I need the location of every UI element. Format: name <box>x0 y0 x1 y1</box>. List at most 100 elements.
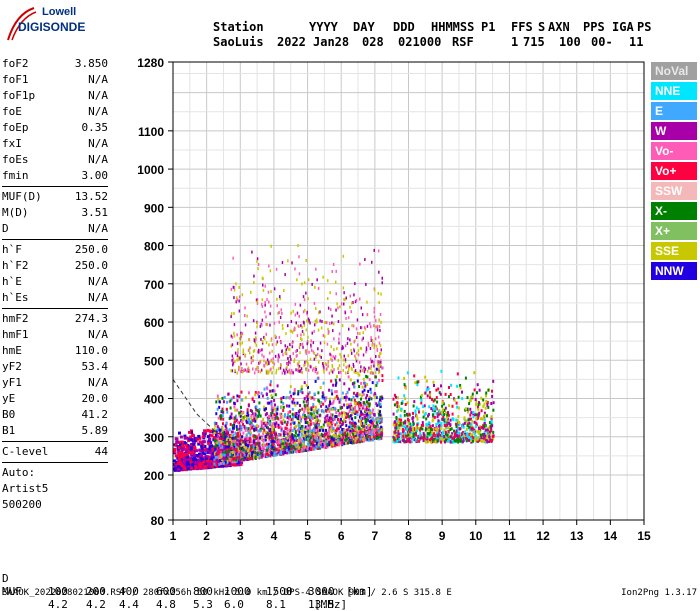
echo-point <box>414 410 416 413</box>
echo-point <box>452 417 454 420</box>
echo-point <box>309 439 311 442</box>
echo-point <box>295 415 297 418</box>
echo-point <box>294 404 296 407</box>
echo-point <box>418 408 420 411</box>
echo-point <box>230 415 232 418</box>
echo-point <box>377 360 379 363</box>
echo-point <box>301 433 303 436</box>
echo-point <box>359 440 361 443</box>
echo-point <box>339 401 341 404</box>
echo-point <box>257 415 259 418</box>
echo-point <box>270 305 272 308</box>
echo-point <box>206 455 209 458</box>
echo-point <box>320 405 322 408</box>
echo-point <box>315 406 317 409</box>
echo-point <box>177 465 180 468</box>
echo-point <box>374 307 376 310</box>
echo-point <box>369 414 371 417</box>
echo-point <box>282 442 284 445</box>
echo-point <box>339 421 341 424</box>
echo-point <box>269 324 271 327</box>
echo-point <box>483 403 485 406</box>
echo-point <box>255 368 257 371</box>
echo-point <box>416 423 418 426</box>
echo-point <box>232 343 234 346</box>
echo-point <box>271 431 273 434</box>
echo-point <box>269 445 271 448</box>
echo-point <box>368 424 370 427</box>
echo-point <box>238 286 240 289</box>
echo-point <box>236 399 238 402</box>
echo-point <box>275 448 277 451</box>
echo-point <box>394 427 396 430</box>
echo-point <box>285 344 287 347</box>
echo-point <box>338 320 340 323</box>
echo-point <box>342 324 344 327</box>
echo-point <box>284 273 286 276</box>
echo-point <box>489 431 491 434</box>
echo-point <box>282 402 284 405</box>
echo-point <box>365 436 367 439</box>
echo-point <box>420 402 422 405</box>
echo-point <box>413 400 415 403</box>
echo-point <box>255 336 257 339</box>
echo-point <box>226 448 228 451</box>
echo-point <box>222 429 224 432</box>
echo-point <box>363 425 365 428</box>
echo-point <box>402 428 404 431</box>
echo-point <box>276 436 278 439</box>
echo-point <box>353 381 355 384</box>
echo-point <box>362 386 364 389</box>
echo-point <box>298 446 300 449</box>
echo-point <box>452 405 454 408</box>
echo-point <box>416 381 418 384</box>
echo-point <box>285 396 287 399</box>
echo-point <box>363 331 365 334</box>
echo-point <box>482 399 484 402</box>
echo-point <box>328 307 330 310</box>
echo-point <box>357 413 359 416</box>
echo-point <box>353 429 355 432</box>
echo-point <box>275 335 277 338</box>
echo-point <box>336 292 338 295</box>
echo-point <box>176 438 179 441</box>
echo-point <box>353 392 355 395</box>
echo-point <box>344 432 346 435</box>
echo-point <box>218 456 220 459</box>
echo-point <box>404 410 406 413</box>
echo-point <box>362 313 364 316</box>
echo-point <box>242 341 244 344</box>
echo-point <box>206 460 209 463</box>
echo-point <box>335 309 337 312</box>
echo-point <box>361 307 363 310</box>
echo-point <box>368 430 370 433</box>
echo-point <box>491 390 493 393</box>
echo-point <box>423 416 425 419</box>
echo-point <box>453 430 455 433</box>
echo-point <box>287 259 289 262</box>
echo-point <box>312 332 314 335</box>
echo-point <box>437 435 439 438</box>
echo-point <box>359 332 361 335</box>
echo-point <box>400 414 402 417</box>
echo-point <box>258 350 260 353</box>
echo-point <box>219 400 221 403</box>
echo-point <box>353 410 355 413</box>
echo-point <box>297 244 299 247</box>
echo-point <box>331 392 333 395</box>
echo-point <box>274 433 276 436</box>
echo-point <box>298 424 300 427</box>
echo-point <box>294 327 296 330</box>
echo-point <box>314 393 316 396</box>
echo-point <box>277 408 279 411</box>
echo-point <box>241 435 243 438</box>
echo-point <box>348 415 350 418</box>
echo-point <box>221 410 223 413</box>
echo-point <box>323 434 325 437</box>
echo-point <box>293 446 295 449</box>
echo-point <box>257 439 259 442</box>
echo-point <box>254 340 256 343</box>
echo-point <box>271 394 273 397</box>
echo-point <box>490 402 492 405</box>
echo-point <box>374 249 376 252</box>
